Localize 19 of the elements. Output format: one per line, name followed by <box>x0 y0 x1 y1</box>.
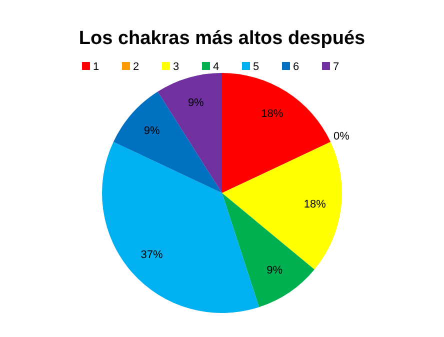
legend-label: 2 <box>133 61 140 73</box>
text: 0% <box>333 130 350 143</box>
legend-label: 5 <box>253 61 260 73</box>
data-label: 9% <box>266 264 283 276</box>
data-label: 9% <box>144 125 160 138</box>
legend-label: 6 <box>293 61 300 73</box>
data-label: 18% <box>304 198 326 211</box>
chart-title: Los chakras más altos después <box>78 28 366 49</box>
pie-slice <box>102 142 260 313</box>
pie-slice <box>158 73 222 193</box>
legend-label: 3 <box>173 61 180 73</box>
pie-slice <box>222 73 331 193</box>
legend-label: 1 <box>93 61 100 73</box>
legend-label: 7 <box>333 61 340 73</box>
data-label: 37% <box>140 248 164 261</box>
data-label: 9% <box>188 97 204 110</box>
pie-slice <box>113 92 222 193</box>
legend-label: 4 <box>213 61 220 73</box>
data-label: 18% <box>261 108 284 120</box>
